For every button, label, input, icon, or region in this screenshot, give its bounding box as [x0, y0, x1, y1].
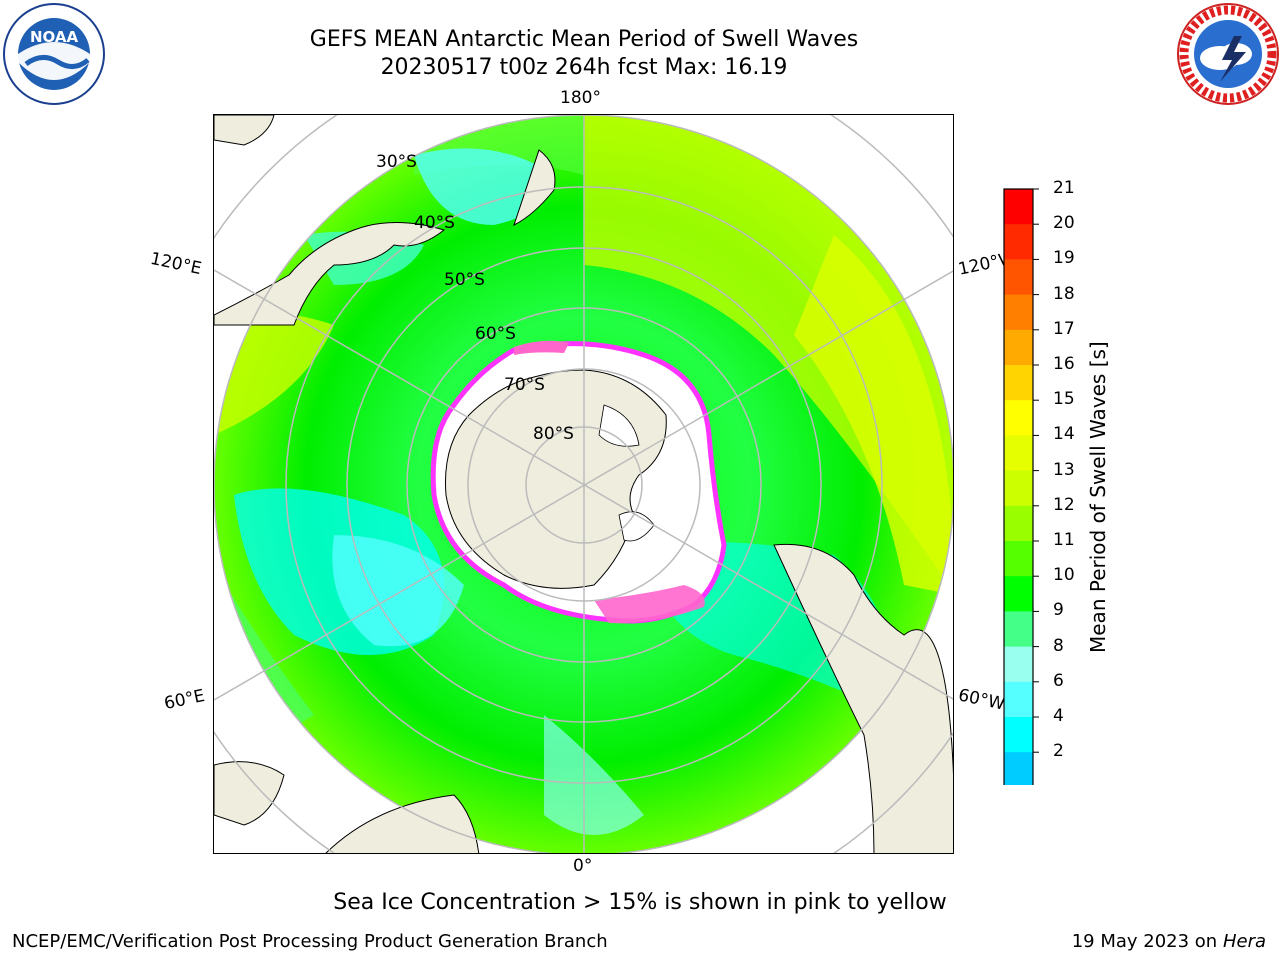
colorbar-segment	[1004, 400, 1033, 436]
colorbar-tick-label: 11	[1053, 530, 1075, 550]
colorbar-tick-label: 14	[1053, 424, 1075, 445]
colorbar-segment	[1004, 470, 1033, 507]
sea-ice-edge-patch	[514, 340, 569, 355]
colorbar-segment	[1004, 681, 1033, 718]
colorbar-tick-label: 13	[1053, 459, 1075, 480]
colorbar-tick-label: 9	[1053, 600, 1064, 621]
land-australia	[214, 222, 446, 326]
noaa-logo-icon: NOAA	[3, 3, 105, 105]
colorbar-tick-label: 20	[1053, 213, 1075, 234]
colorbar-segment	[1004, 646, 1033, 683]
land-asia	[214, 115, 275, 146]
colorbar-tick-label: 8	[1053, 635, 1064, 656]
colorbar-tick-label: 16	[1053, 354, 1075, 374]
lat-label-30s: 30°S	[376, 152, 417, 172]
colorbar-segment	[1004, 611, 1033, 648]
colorbar-segment	[1004, 505, 1033, 542]
lat-label-60s: 60°S	[475, 324, 516, 344]
sea-ice-high-concentration	[594, 585, 705, 624]
colorbar	[1003, 188, 1039, 785]
colorbar-segment	[1004, 189, 1033, 225]
colorbar-tick-label: 17	[1053, 318, 1075, 339]
chart-title: GEFS MEAN Antarctic Mean Period of Swell…	[309, 27, 859, 52]
lon-label-0: 0°	[573, 856, 593, 876]
ross-ice-shelf	[598, 404, 640, 447]
nws-logo-icon	[1177, 3, 1279, 105]
colorbar-tick-label: 2	[1053, 741, 1064, 762]
colorbar-tick-label: 4	[1053, 706, 1064, 726]
colorbar-segment	[1004, 435, 1033, 472]
footer-credit: NCEP/EMC/Verification Post Processing Pr…	[12, 931, 608, 952]
footer-date-text: 19 May 2023 on	[1071, 931, 1218, 952]
colorbar-tick-label: 10	[1053, 565, 1075, 586]
sea-ice-note: Sea Ice Concentration > 15% is shown in …	[333, 890, 947, 915]
lon-label-180: 180°	[560, 88, 601, 108]
colorbar-segment	[1004, 294, 1033, 331]
footer-date: 19 May 2023 on Hera	[1072, 931, 1266, 952]
colorbar-tick-label: 19	[1053, 248, 1075, 269]
lat-label-80s: 80°S	[533, 424, 574, 444]
colorbar-tick-label: 18	[1053, 283, 1075, 304]
colorbar-tick-label: 6	[1053, 670, 1064, 691]
graticule	[214, 115, 953, 853]
colorbar-segment	[1004, 329, 1033, 366]
colorbar-tick-label: 15	[1053, 389, 1075, 410]
footer-host: Hera	[1222, 931, 1266, 952]
lat-label-40s: 40°S	[414, 213, 455, 233]
lat-label-70s: 70°S	[504, 375, 545, 395]
colorbar-segment	[1004, 576, 1033, 612]
land-africa	[325, 794, 480, 853]
colorbar-segment	[1004, 717, 1033, 753]
land-new-zealand	[513, 149, 556, 226]
colorbar-tick-label: 21	[1053, 178, 1075, 198]
lon-label-60e: 60°E	[162, 685, 207, 715]
polar-map-canvas	[214, 115, 953, 853]
colorbar-segment	[1004, 365, 1033, 401]
lat-label-50s: 50°S	[444, 270, 485, 290]
noaa-logo-text: NOAA	[30, 28, 79, 46]
lon-label-120e: 120°E	[148, 248, 204, 280]
colorbar-segment	[1004, 224, 1033, 260]
land-madagascar	[214, 761, 285, 826]
polar-map	[213, 114, 954, 854]
chart-subtitle: 20230517 t00z 264h fcst Max: 16.19	[380, 55, 788, 80]
colorbar-segment	[1004, 541, 1033, 577]
colorbar-label: Mean Period of Swell Waves [s]	[1086, 341, 1110, 653]
colorbar-tick-label: 12	[1053, 494, 1075, 515]
colorbar-segment	[1004, 259, 1033, 296]
colorbar-segment	[1004, 752, 1033, 785]
